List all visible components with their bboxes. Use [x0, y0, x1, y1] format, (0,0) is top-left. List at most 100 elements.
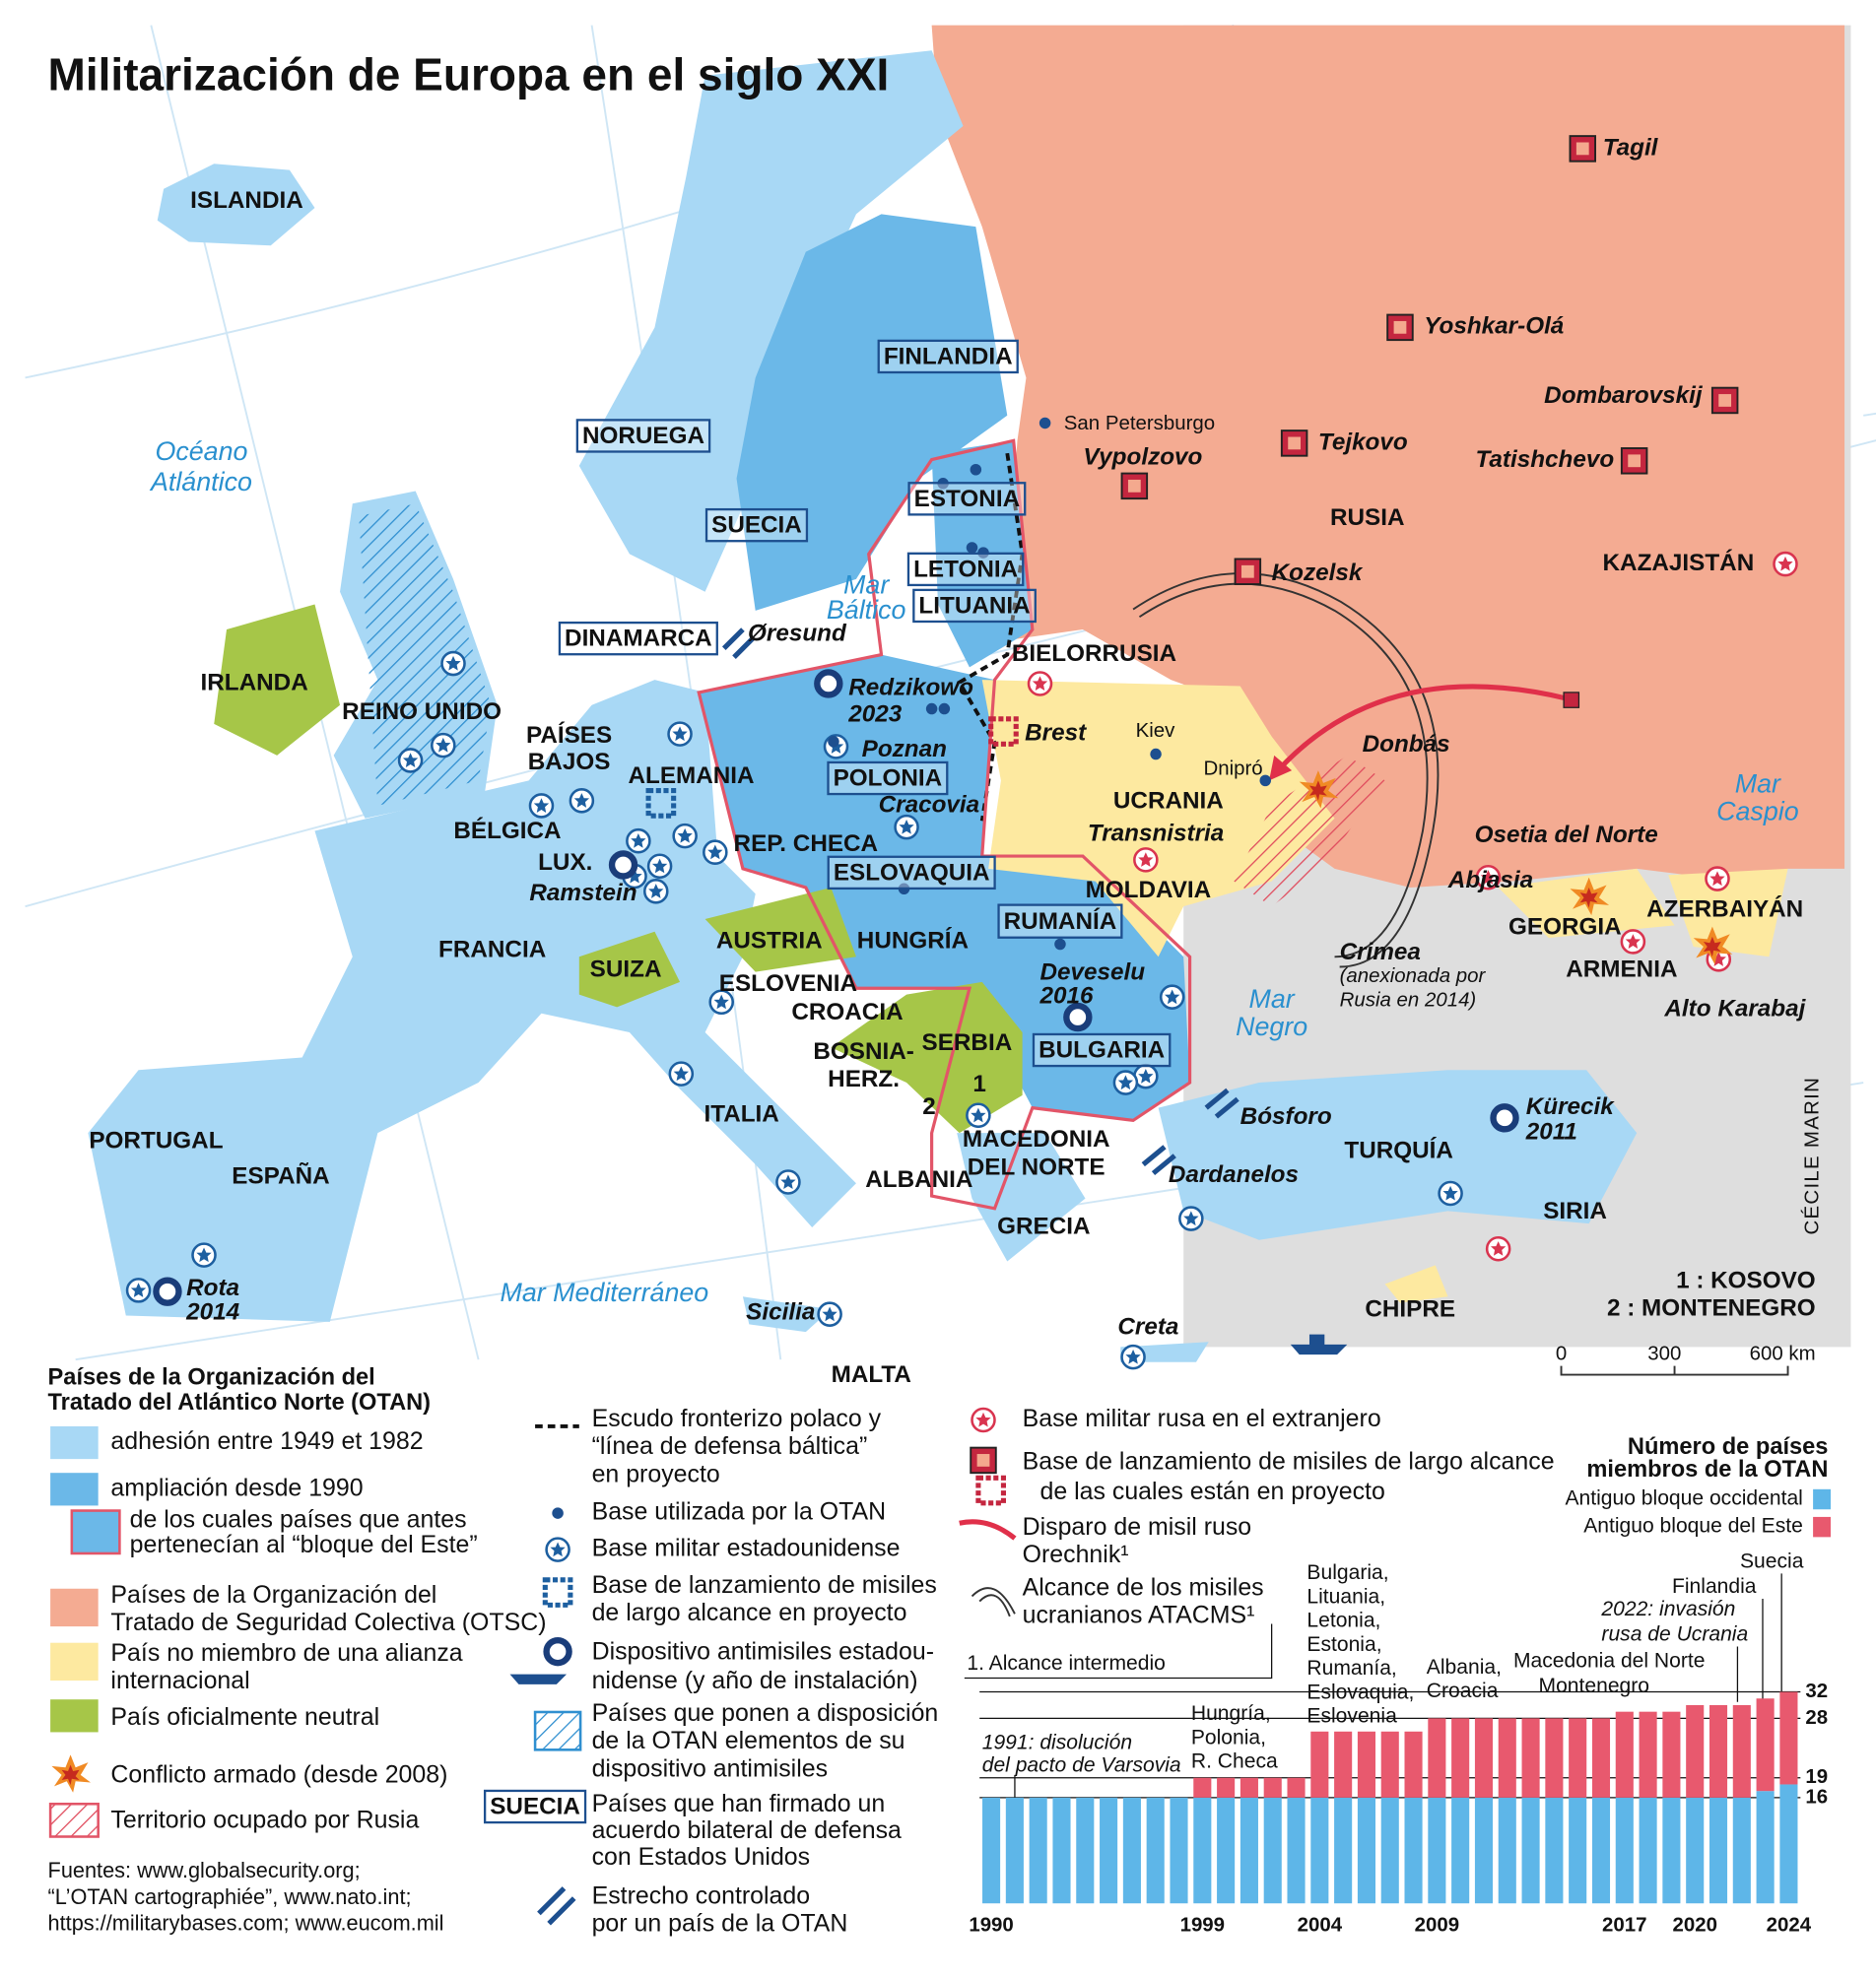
icon [775, 1169, 801, 1195]
icon [1150, 748, 1162, 760]
agreement-country: SUECIA [711, 512, 802, 539]
icon [1569, 135, 1596, 163]
bar [1615, 1711, 1634, 1798]
annotation: Bulgaria, [1306, 1561, 1388, 1584]
legend-text: Estrecho controlado [592, 1881, 811, 1909]
country-label: REP. CHECA [734, 830, 879, 857]
site-label: Redzikowo [848, 674, 973, 700]
site-label: Kürecik [1526, 1093, 1616, 1120]
bar [1287, 1797, 1306, 1904]
site-label: Tagil [1603, 134, 1659, 161]
icon [1710, 386, 1739, 415]
icon [925, 702, 938, 715]
bar [1357, 1797, 1375, 1904]
city-label: San Petersburgo [1064, 412, 1215, 434]
icon [817, 1301, 842, 1327]
bar [1639, 1711, 1657, 1798]
bar [982, 1797, 1001, 1904]
icon [966, 542, 978, 554]
legend-text: Países de la Organización del [110, 1581, 436, 1609]
bar [1708, 1704, 1728, 1798]
icon [828, 736, 839, 748]
greece [957, 1133, 1209, 1362]
norway [578, 50, 964, 592]
uk-hatch [359, 503, 492, 806]
occupied [1234, 755, 1385, 907]
legend-text: Base utilizada por la OTAN [592, 1498, 887, 1526]
y-tick-label: 16 [1805, 1785, 1828, 1808]
bar [1404, 1731, 1423, 1798]
sea-label: Mar [1249, 984, 1296, 1014]
bar [1615, 1797, 1634, 1904]
site-label: Cracovia [879, 791, 980, 818]
bar [1756, 1791, 1775, 1904]
icon [1120, 472, 1149, 500]
annotation: Eslovaquia, [1306, 1681, 1414, 1703]
country-label: PAÍSES [526, 721, 612, 749]
bar [1451, 1797, 1470, 1904]
x-tick-label: 2004 [1298, 1914, 1343, 1937]
bar [1217, 1777, 1236, 1798]
country-label: AUSTRIA [716, 927, 823, 954]
icon [703, 839, 728, 865]
annotation: Letonia, [1306, 1610, 1380, 1632]
sweden-finland [736, 214, 1008, 611]
bar [1686, 1797, 1705, 1904]
scale-label: 0 [1556, 1342, 1567, 1364]
legend-icon [537, 1886, 576, 1926]
agreement-box [1032, 1032, 1172, 1068]
legend-swatch [50, 1642, 99, 1682]
agreement-box [558, 621, 718, 656]
straits [721, 627, 1240, 1176]
country-label: HUNGRÍA [857, 926, 969, 954]
icon [966, 1102, 991, 1129]
site-label: 2016 [1039, 983, 1094, 1010]
site-label: Rota [186, 1275, 239, 1301]
bar [1052, 1797, 1071, 1904]
bar [1005, 1797, 1024, 1904]
legend-text: acuerdo bilateral de defensa [592, 1816, 902, 1844]
bar [1756, 1698, 1775, 1792]
bar [1686, 1704, 1705, 1798]
y-tick-label: 32 [1805, 1680, 1828, 1702]
icon [528, 793, 555, 819]
bar [1076, 1797, 1095, 1904]
icon [569, 788, 595, 814]
site-label: 2014 [185, 1298, 239, 1325]
x-tick-label: 2020 [1672, 1914, 1716, 1937]
legend-swatch [1813, 1516, 1831, 1538]
labels: Militarización de Europa en el siglo XXI… [48, 48, 1831, 1938]
sea-label: Mar [843, 570, 890, 600]
agreement-box [877, 339, 1019, 374]
agreement-box [704, 507, 809, 543]
legend-swatch [50, 1588, 99, 1627]
bar [1380, 1731, 1399, 1798]
legend-text: Escudo fronterizo polaco y [592, 1405, 882, 1432]
country-label: ESLOVENIA [719, 970, 857, 997]
site-label: Creta [1117, 1314, 1178, 1341]
legend-icon [971, 1587, 1016, 1617]
country-label: IRLANDA [201, 669, 308, 695]
legend-text: Dispositivo antimisiles estadou- [592, 1638, 934, 1666]
source: Fuentes: www.globalsecurity.org; [48, 1858, 361, 1882]
agreement-country: ESTONIA [914, 486, 1020, 512]
agreement-country: RUMANÍA [1004, 907, 1117, 935]
icon [612, 853, 635, 876]
legend-text: de los cuales países que antes [130, 1505, 467, 1533]
scale-label: 300 [1647, 1342, 1681, 1364]
bar [1170, 1797, 1188, 1904]
site-label: Abjasia [1447, 867, 1533, 893]
annotation: Eslovenia [1306, 1705, 1397, 1728]
csto [931, 25, 1845, 888]
sea-label: Báltico [827, 595, 906, 625]
icon [1178, 1206, 1204, 1231]
site-label: Dombarovskij [1544, 382, 1704, 409]
country-label: GRECIA [997, 1213, 1090, 1239]
country-label: ESPAÑA [232, 1161, 329, 1189]
bar [1217, 1797, 1236, 1904]
country-label: UCRANIA [1113, 788, 1224, 815]
atacms-range [1132, 572, 1440, 968]
bar [1310, 1731, 1329, 1798]
legend-text: Países que ponen a disposición [592, 1699, 939, 1727]
